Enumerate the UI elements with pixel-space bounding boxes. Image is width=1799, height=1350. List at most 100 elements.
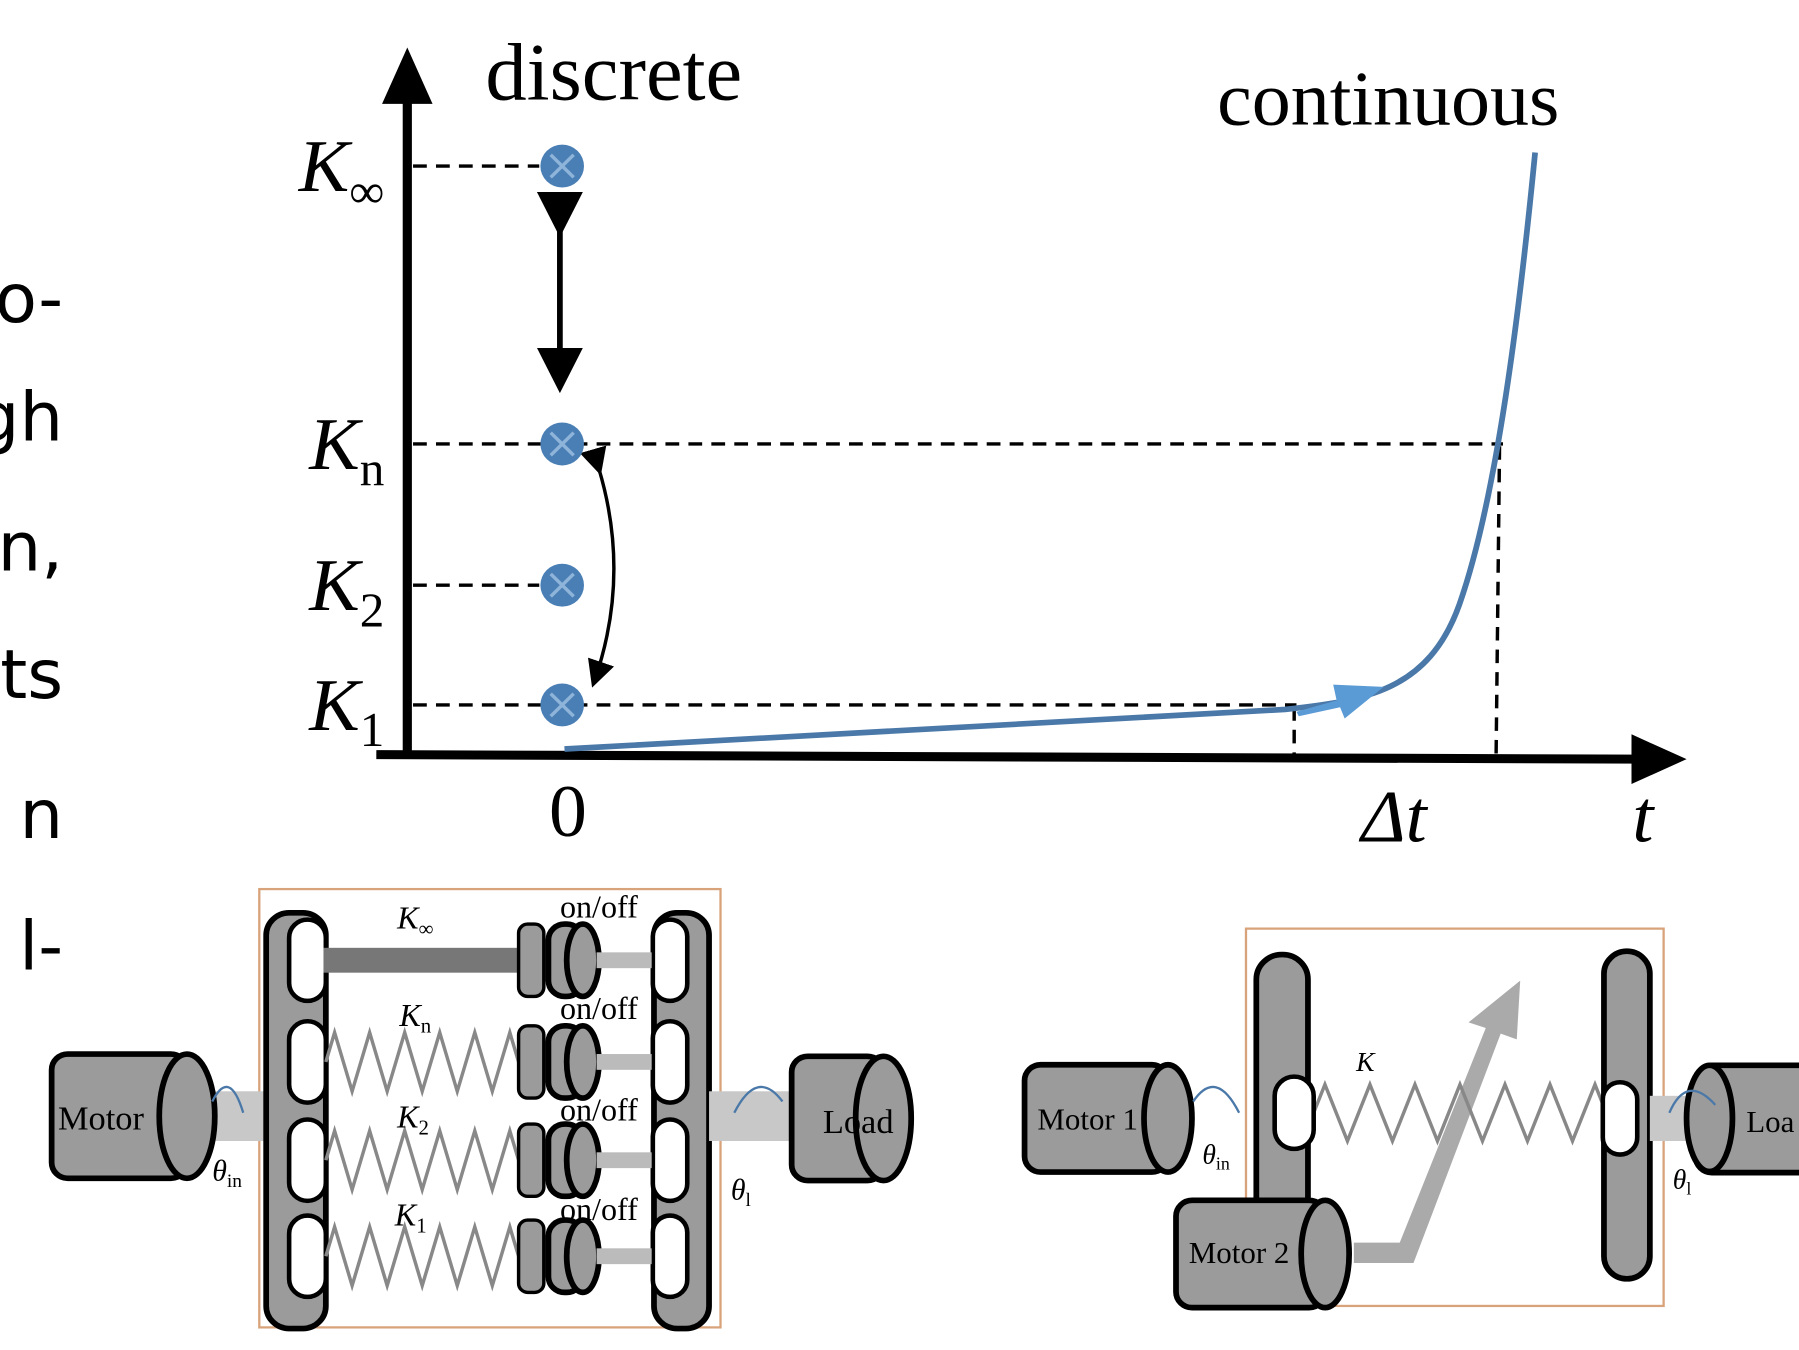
- continuous-curve: [564, 152, 1538, 752]
- label-sub: in: [1216, 1154, 1230, 1174]
- side-line: n: [19, 777, 63, 855]
- cylinder-end: [1141, 1061, 1195, 1175]
- disc: [650, 1117, 690, 1204]
- label-sub: n: [421, 1016, 432, 1038]
- disc: [1272, 1074, 1316, 1152]
- point-cross: [549, 572, 575, 598]
- label-base: K: [396, 901, 420, 936]
- label: θin: [1202, 1140, 1230, 1174]
- x-arrow: [1631, 734, 1687, 785]
- label-sub: ∞: [419, 919, 434, 941]
- label: θin: [212, 1156, 242, 1192]
- rod: [596, 1054, 652, 1070]
- switch-arrow: [579, 445, 616, 688]
- disc: [286, 917, 329, 1004]
- label-base: K: [298, 125, 353, 207]
- label-sub: l: [1686, 1179, 1691, 1199]
- label: K2: [396, 1100, 429, 1140]
- disc: [650, 917, 690, 1004]
- cylinder-end: [563, 1121, 602, 1200]
- disc: [286, 1213, 329, 1300]
- stiffness-label: K: [1355, 1047, 1376, 1077]
- y-arrow: [382, 47, 433, 104]
- label-sub: 1: [416, 1216, 426, 1238]
- label-sub: 1: [360, 703, 385, 758]
- motor1-label: Motor 1: [1037, 1103, 1138, 1137]
- cylinder-end: [852, 1053, 915, 1184]
- label-sub: l: [746, 1190, 751, 1211]
- label-base: θ: [731, 1175, 746, 1207]
- label-base: K: [394, 1198, 418, 1233]
- spring: [324, 1026, 521, 1098]
- shaft: [709, 1091, 801, 1142]
- label-base: θ: [212, 1156, 227, 1188]
- load-label: Loa: [1746, 1105, 1795, 1139]
- side-line: ts: [0, 637, 63, 715]
- continuous-mechanism: [1021, 927, 1799, 1311]
- motor2-label: Motor 2: [1189, 1236, 1290, 1270]
- discrete-point: [540, 563, 584, 607]
- switch-label: on/off: [560, 890, 638, 925]
- continuous-label: continuous: [1217, 56, 1559, 141]
- label-sub: ∞: [349, 164, 384, 219]
- label: θl: [1673, 1165, 1692, 1199]
- rigid-rod: [323, 947, 525, 973]
- discrete-point: [540, 422, 584, 466]
- cylinder-end: [563, 1217, 602, 1296]
- label: K2: [308, 545, 384, 638]
- clutch: [516, 922, 546, 999]
- x-origin: 0: [549, 770, 587, 852]
- rod: [596, 1248, 652, 1265]
- spring: [324, 1124, 521, 1196]
- motor-label: Motor: [58, 1101, 145, 1138]
- label: K∞: [396, 901, 433, 941]
- rod: [596, 952, 652, 969]
- rotation-arrow: [1192, 1085, 1241, 1114]
- label: K1: [308, 664, 384, 757]
- discrete-points: [540, 144, 584, 727]
- side-line: l-: [19, 908, 63, 986]
- label-base: θ: [1202, 1140, 1216, 1170]
- label-sub: 2: [419, 1118, 429, 1140]
- label-sub: n: [360, 442, 385, 497]
- spring: [324, 1220, 521, 1292]
- side-line: n,: [0, 509, 63, 587]
- label-base: K: [308, 545, 363, 627]
- rod: [596, 1152, 652, 1169]
- cylinder-end: [563, 1022, 602, 1101]
- switch-label: on/off: [560, 1093, 638, 1128]
- label: Kn: [398, 998, 432, 1038]
- x-axis-label: t: [1632, 776, 1655, 858]
- side-line: o-: [0, 260, 63, 338]
- discrete-point: [540, 683, 584, 727]
- clutch: [516, 1024, 546, 1100]
- label: K∞: [298, 125, 385, 218]
- disc: [1600, 1080, 1640, 1157]
- rotation-arrow: [1668, 1089, 1717, 1114]
- label-base: K: [398, 998, 422, 1033]
- switch-label: on/off: [560, 991, 638, 1026]
- disc: [650, 1018, 690, 1105]
- label-base: θ: [1673, 1165, 1687, 1195]
- label: K1: [394, 1198, 427, 1238]
- spring: [1312, 1079, 1608, 1146]
- clutch: [516, 1218, 546, 1295]
- rotation-arrow: [211, 1085, 245, 1114]
- point-cross: [549, 153, 575, 179]
- clutch: [516, 1122, 546, 1199]
- drop-line: [1494, 446, 1502, 755]
- label-sub: in: [227, 1171, 242, 1192]
- label-base: K: [396, 1100, 420, 1135]
- disc: [650, 1213, 690, 1300]
- load-end: [1683, 1062, 1736, 1175]
- cylinder-end: [156, 1051, 218, 1182]
- discrete-point: [540, 144, 584, 188]
- disc: [286, 1117, 329, 1204]
- discrete-label: discrete: [485, 27, 742, 117]
- switch-label: on/off: [560, 1192, 638, 1227]
- label: θl: [731, 1175, 751, 1211]
